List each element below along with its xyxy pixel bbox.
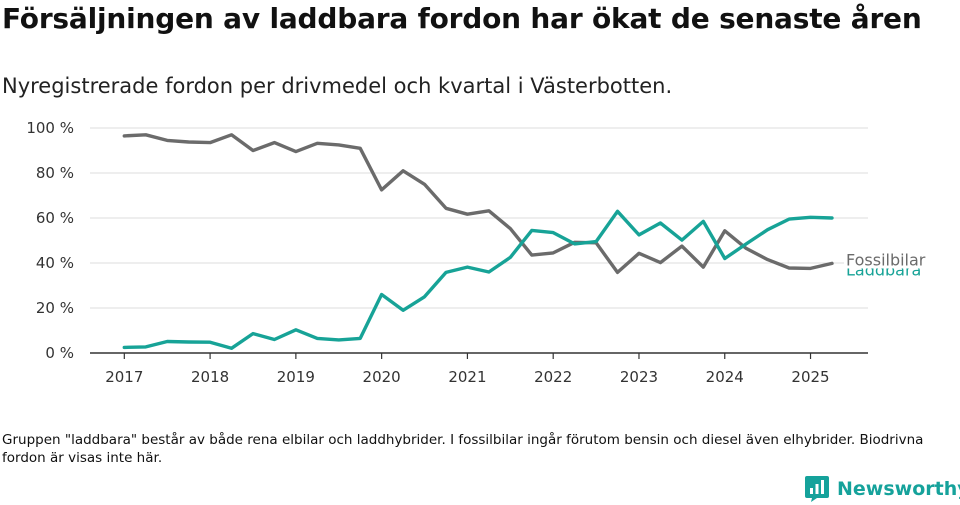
- grid-lines: [90, 127, 868, 309]
- y-tick-label: 100 %: [26, 119, 74, 137]
- x-tick-label: 2018: [191, 368, 229, 386]
- chart-subtitle: Nyregistrerade fordon per drivmedel och …: [2, 74, 673, 98]
- y-tick-label: 80 %: [36, 164, 74, 182]
- y-tick-label: 0 %: [45, 344, 74, 362]
- x-tick-label: 2020: [363, 368, 401, 386]
- x-tick-label: 2019: [277, 368, 315, 386]
- brand-name: Newsworthy: [837, 478, 960, 500]
- x-tick-label: 2025: [791, 368, 829, 386]
- x-tick-label: 2022: [534, 368, 572, 386]
- label-background: [843, 251, 938, 269]
- y-tick-label: 40 %: [36, 254, 74, 272]
- y-tick-label: 60 %: [36, 209, 74, 227]
- x-tick-label: 2023: [620, 368, 658, 386]
- newsworthy-logo[interactable]: Newsworthy: [804, 474, 960, 504]
- x-tick-label: 2024: [706, 368, 744, 386]
- x-tick-label: 2017: [105, 368, 143, 386]
- line-chart: 0 % 20 % 40 % 60 % 80 % 100 % 2017 2018 2019 2020…: [26, 119, 938, 386]
- x-tick-label: 2021: [448, 368, 486, 386]
- footnote: Gruppen "laddbara" består av både rena e…: [2, 432, 924, 466]
- y-tick-label: 20 %: [36, 299, 74, 317]
- series-line-laddbara: [122, 209, 834, 350]
- axes: 0 % 20 % 40 % 60 % 80 % 100 % 2017 2018 2019 2020…: [26, 119, 868, 386]
- chart-title: Försäljningen av laddbara fordon har öka…: [2, 2, 922, 35]
- series-lines: [122, 133, 834, 350]
- series-line-fossilbilar: [122, 133, 834, 275]
- series-label-fossilbilar: Fossilbilar: [846, 250, 926, 269]
- chart-bars-icon: [805, 476, 829, 502]
